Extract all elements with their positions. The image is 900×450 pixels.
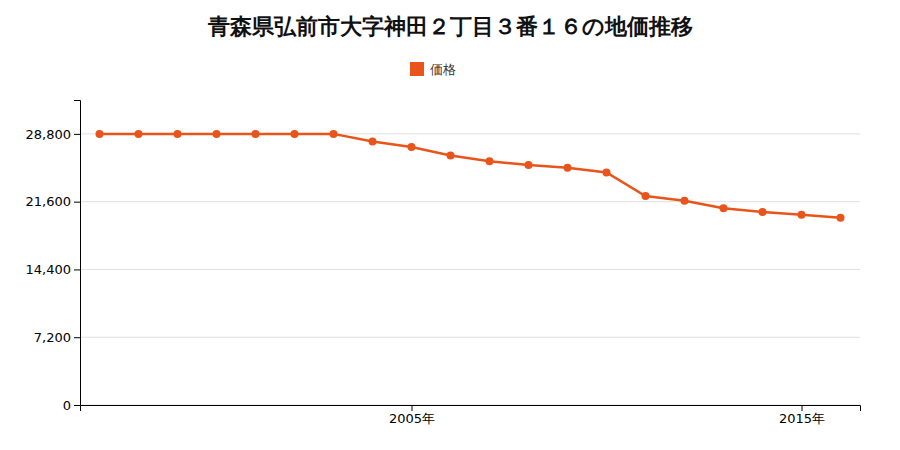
marker (720, 204, 728, 212)
line (100, 134, 841, 218)
marker (681, 197, 689, 205)
marker (603, 168, 611, 176)
marker (447, 152, 455, 160)
grid-line (80, 337, 860, 338)
y-tick-mark (74, 405, 80, 406)
y-tick-mark (74, 202, 80, 203)
grid (80, 134, 860, 405)
series-group (96, 130, 845, 222)
x-tick-label: 2015年 (779, 411, 825, 426)
y-tick-label: 28,800 (26, 127, 72, 142)
marker (642, 192, 650, 200)
marker (759, 208, 767, 216)
x-axis-line (81, 406, 861, 412)
y-tick: 21,600 (26, 194, 81, 209)
marker (252, 130, 260, 138)
marker (135, 130, 143, 138)
title: 青森県弘前市大字神田２丁目３番１６の地価推移 (207, 14, 693, 39)
chart: 青森県弘前市大字神田２丁目３番１６の地価推移 0 7,200 14,400 21,600… (0, 0, 900, 450)
marker (330, 130, 338, 138)
y-tick: 0 (63, 398, 80, 413)
marker (291, 130, 299, 138)
y-tick-label: 21,600 (26, 194, 72, 209)
y-tick-label: 7,200 (34, 330, 71, 345)
marker (369, 137, 377, 145)
legend-label: 価格 (430, 62, 456, 77)
marker (798, 211, 806, 219)
marker (213, 130, 221, 138)
marker (486, 157, 494, 165)
y-tick: 7,200 (34, 330, 80, 345)
y-tick: 28,800 (26, 127, 81, 142)
y-axis: 0 7,200 14,400 21,600 28,800 (26, 101, 81, 413)
marker (96, 130, 104, 138)
x-tick-label: 2005年 (389, 411, 435, 426)
x-tick: 2005年 (389, 405, 435, 426)
grid-line (80, 269, 860, 270)
legend-swatch (410, 62, 424, 76)
y-tick: 14,400 (26, 262, 81, 277)
y-axis-line (74, 101, 81, 406)
legend-item: 価格 (410, 62, 456, 77)
grid-line (80, 201, 860, 202)
y-tick-label: 14,400 (26, 262, 72, 277)
x-tick-mark (412, 405, 413, 411)
x-tick-mark (802, 405, 803, 411)
x-axis: 2005年 2015年 (81, 405, 861, 426)
marker (174, 130, 182, 138)
marker (564, 164, 572, 172)
marker (837, 214, 845, 222)
legend: 価格 (410, 62, 456, 77)
y-tick-mark (74, 337, 80, 338)
marker (525, 161, 533, 169)
y-tick-label: 0 (63, 398, 71, 413)
x-tick: 2015年 (779, 405, 825, 426)
plot-area: 0 7,200 14,400 21,600 28,800 2005年 2015年 (26, 101, 861, 427)
marker (408, 143, 416, 151)
y-tick-mark (74, 269, 80, 270)
y-tick-mark (74, 134, 80, 135)
